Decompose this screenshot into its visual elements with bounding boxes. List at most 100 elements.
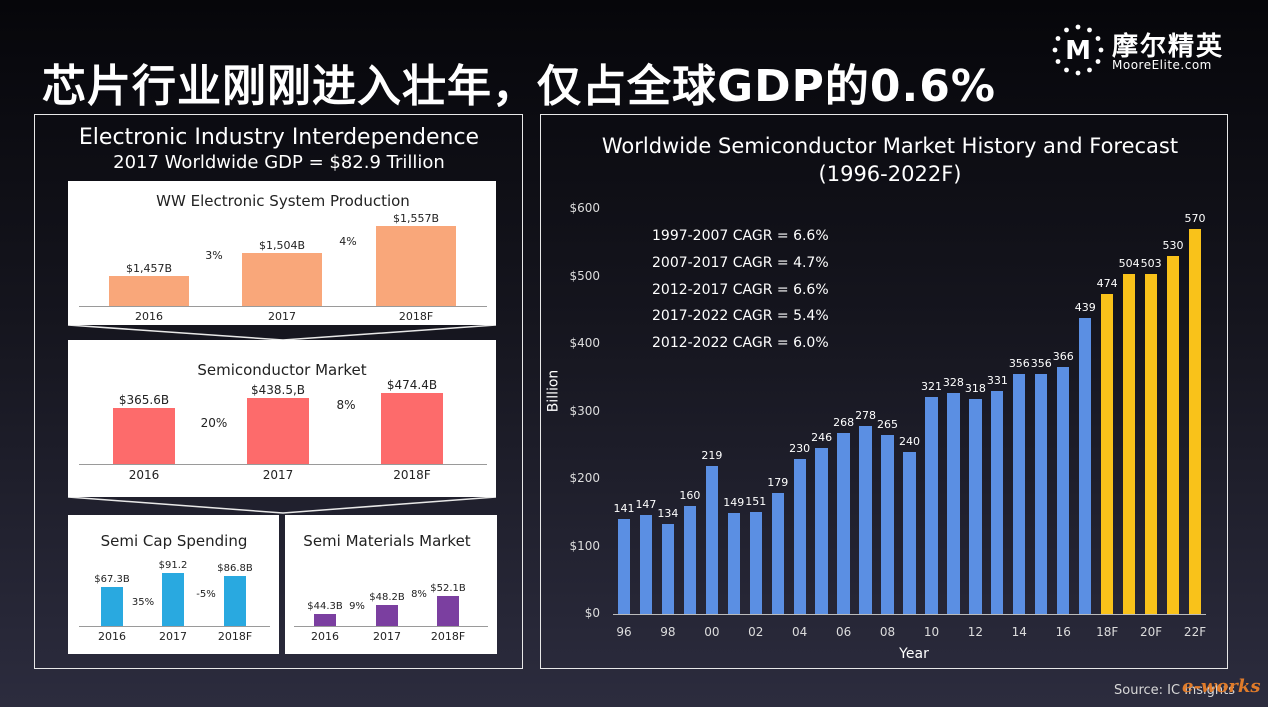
bar-2022F [1188, 229, 1202, 614]
data-label: $91.2 [158, 560, 188, 571]
category-label: 2016 [135, 310, 163, 323]
data-label: 134 [657, 506, 679, 520]
bar-2009 [903, 452, 916, 614]
category-label: 2018F [398, 310, 434, 323]
left-panel-heading: Electronic Industry Interdependence [78, 125, 480, 150]
y-tick-label: $300 [569, 403, 600, 418]
bar-2013 [991, 390, 1004, 614]
category-label: 2016 [311, 630, 339, 643]
bar-1996 [617, 518, 631, 614]
data-label: 366 [1052, 349, 1074, 363]
bar-2016 [101, 587, 123, 626]
semiconductor-market-panel: Semiconductor Market $365.6B 2016 $438.5,B… [68, 340, 496, 497]
data-label: $86.8B [217, 562, 253, 574]
data-label: 439 [1074, 300, 1096, 314]
x-tick-label: 00 [704, 625, 720, 639]
bar-2020F [1144, 274, 1158, 614]
y-tick-label: $400 [569, 336, 600, 350]
bar-2011 [947, 392, 960, 614]
x-tick-label: 14 [1011, 625, 1027, 639]
data-label: 149 [723, 496, 745, 510]
bar-2017 [1079, 317, 1092, 614]
bar-2016 [113, 408, 175, 464]
semi-materials-panel: Semi Materials Market $44.3B 2016 $48.2B 20… [285, 515, 497, 654]
category-label: 2016 [98, 630, 126, 643]
bar-2000 [705, 466, 718, 614]
cagr-annotation: 2012-2017 CAGR = 6.6% [652, 281, 829, 298]
bar-2016 [109, 276, 189, 306]
bar-2017 [247, 397, 309, 464]
bar-2017 [162, 573, 184, 626]
data-label: 331 [986, 373, 1008, 387]
data-label: 504 [1118, 256, 1140, 270]
semi-cap-panel: Semi Cap Spending $67.3B 2016 $91.2 2017 $86… [68, 515, 279, 654]
growth-label: 35% [131, 597, 155, 608]
data-label: $48.2B [369, 592, 405, 603]
x-tick-label: 98 [660, 625, 676, 639]
chart-baseline [79, 306, 487, 307]
category-label: 2018F [217, 630, 253, 643]
data-label: 328 [942, 375, 964, 389]
bar-2017 [242, 252, 322, 306]
y-tick-label: $0 [584, 606, 600, 620]
main-baseline [613, 614, 1206, 615]
y-tick-label: $600 [569, 201, 600, 215]
growth-label: 20% [200, 416, 228, 430]
bar-2012 [969, 399, 982, 614]
x-tick-label: 10 [923, 625, 940, 639]
semi-cap-title: Semi Cap Spending [100, 532, 248, 550]
y-axis-label: Billion [545, 369, 562, 413]
data-label: 356 [1008, 356, 1030, 370]
x-tick-label: 06 [835, 625, 852, 639]
bar-2017 [376, 605, 398, 626]
data-label: $52.1B [430, 583, 466, 594]
x-tick-label: 04 [792, 625, 808, 639]
bar-2005 [815, 447, 828, 614]
left-panel: Electronic Industry Interdependence 2017… [34, 114, 523, 669]
data-label: $1,557B [392, 212, 440, 225]
watermark: e-works [1182, 676, 1261, 697]
x-tick-label: 02 [748, 625, 764, 639]
bar-2006 [837, 433, 850, 614]
data-label: 265 [877, 418, 899, 432]
category-label: 2018F [393, 468, 431, 482]
x-tick-label: 18F [1096, 625, 1119, 639]
data-label: $1,504B [258, 238, 306, 252]
bar-2018F [376, 226, 456, 306]
bar-2018F [1101, 294, 1114, 614]
bar-2019F [1122, 273, 1136, 614]
source-note: Source: IC Insights [1114, 683, 1236, 698]
y-tick-label: $500 [569, 268, 600, 283]
bar-2018F [381, 393, 443, 464]
bar-1998 [661, 523, 675, 614]
data-label: 321 [920, 380, 942, 394]
bar-2018F [224, 575, 246, 626]
main-chart-title: Worldwide Semiconductor Market History a… [601, 134, 1179, 186]
cagr-annotation: 2017-2022 CAGR = 5.4% [652, 308, 829, 325]
bar-2007 [859, 426, 872, 614]
data-label: 160 [679, 489, 701, 502]
y-tick-label: $100 [569, 538, 600, 553]
bar-2016 [314, 614, 336, 626]
bar-2016 [1057, 366, 1070, 614]
moore-elite-logo-icon: M [1052, 24, 1104, 76]
data-label: 219 [701, 449, 723, 463]
x-tick-label: 96 [616, 625, 632, 639]
x-tick-label: 16 [1055, 625, 1071, 639]
x-axis-label: Year [899, 646, 929, 662]
data-label: 503 [1140, 257, 1162, 271]
cagr-annotation: 1997-2007 CAGR = 6.6% [652, 228, 829, 244]
bar-1997 [639, 514, 653, 614]
ww-electronic-title: WW Electronic System Production [156, 192, 410, 210]
data-label: 268 [833, 416, 855, 430]
data-label: 151 [745, 495, 767, 509]
x-tick-label: 08 [879, 625, 896, 639]
bar-2001 [727, 513, 740, 614]
data-label: 230 [789, 441, 811, 455]
x-tick-label: 12 [967, 625, 984, 639]
chart-baseline [79, 464, 487, 465]
category-label: 2017 [268, 310, 296, 323]
logo-letter: M [1065, 36, 1091, 66]
data-label: 179 [767, 476, 789, 490]
growth-label: 3% [205, 249, 223, 262]
